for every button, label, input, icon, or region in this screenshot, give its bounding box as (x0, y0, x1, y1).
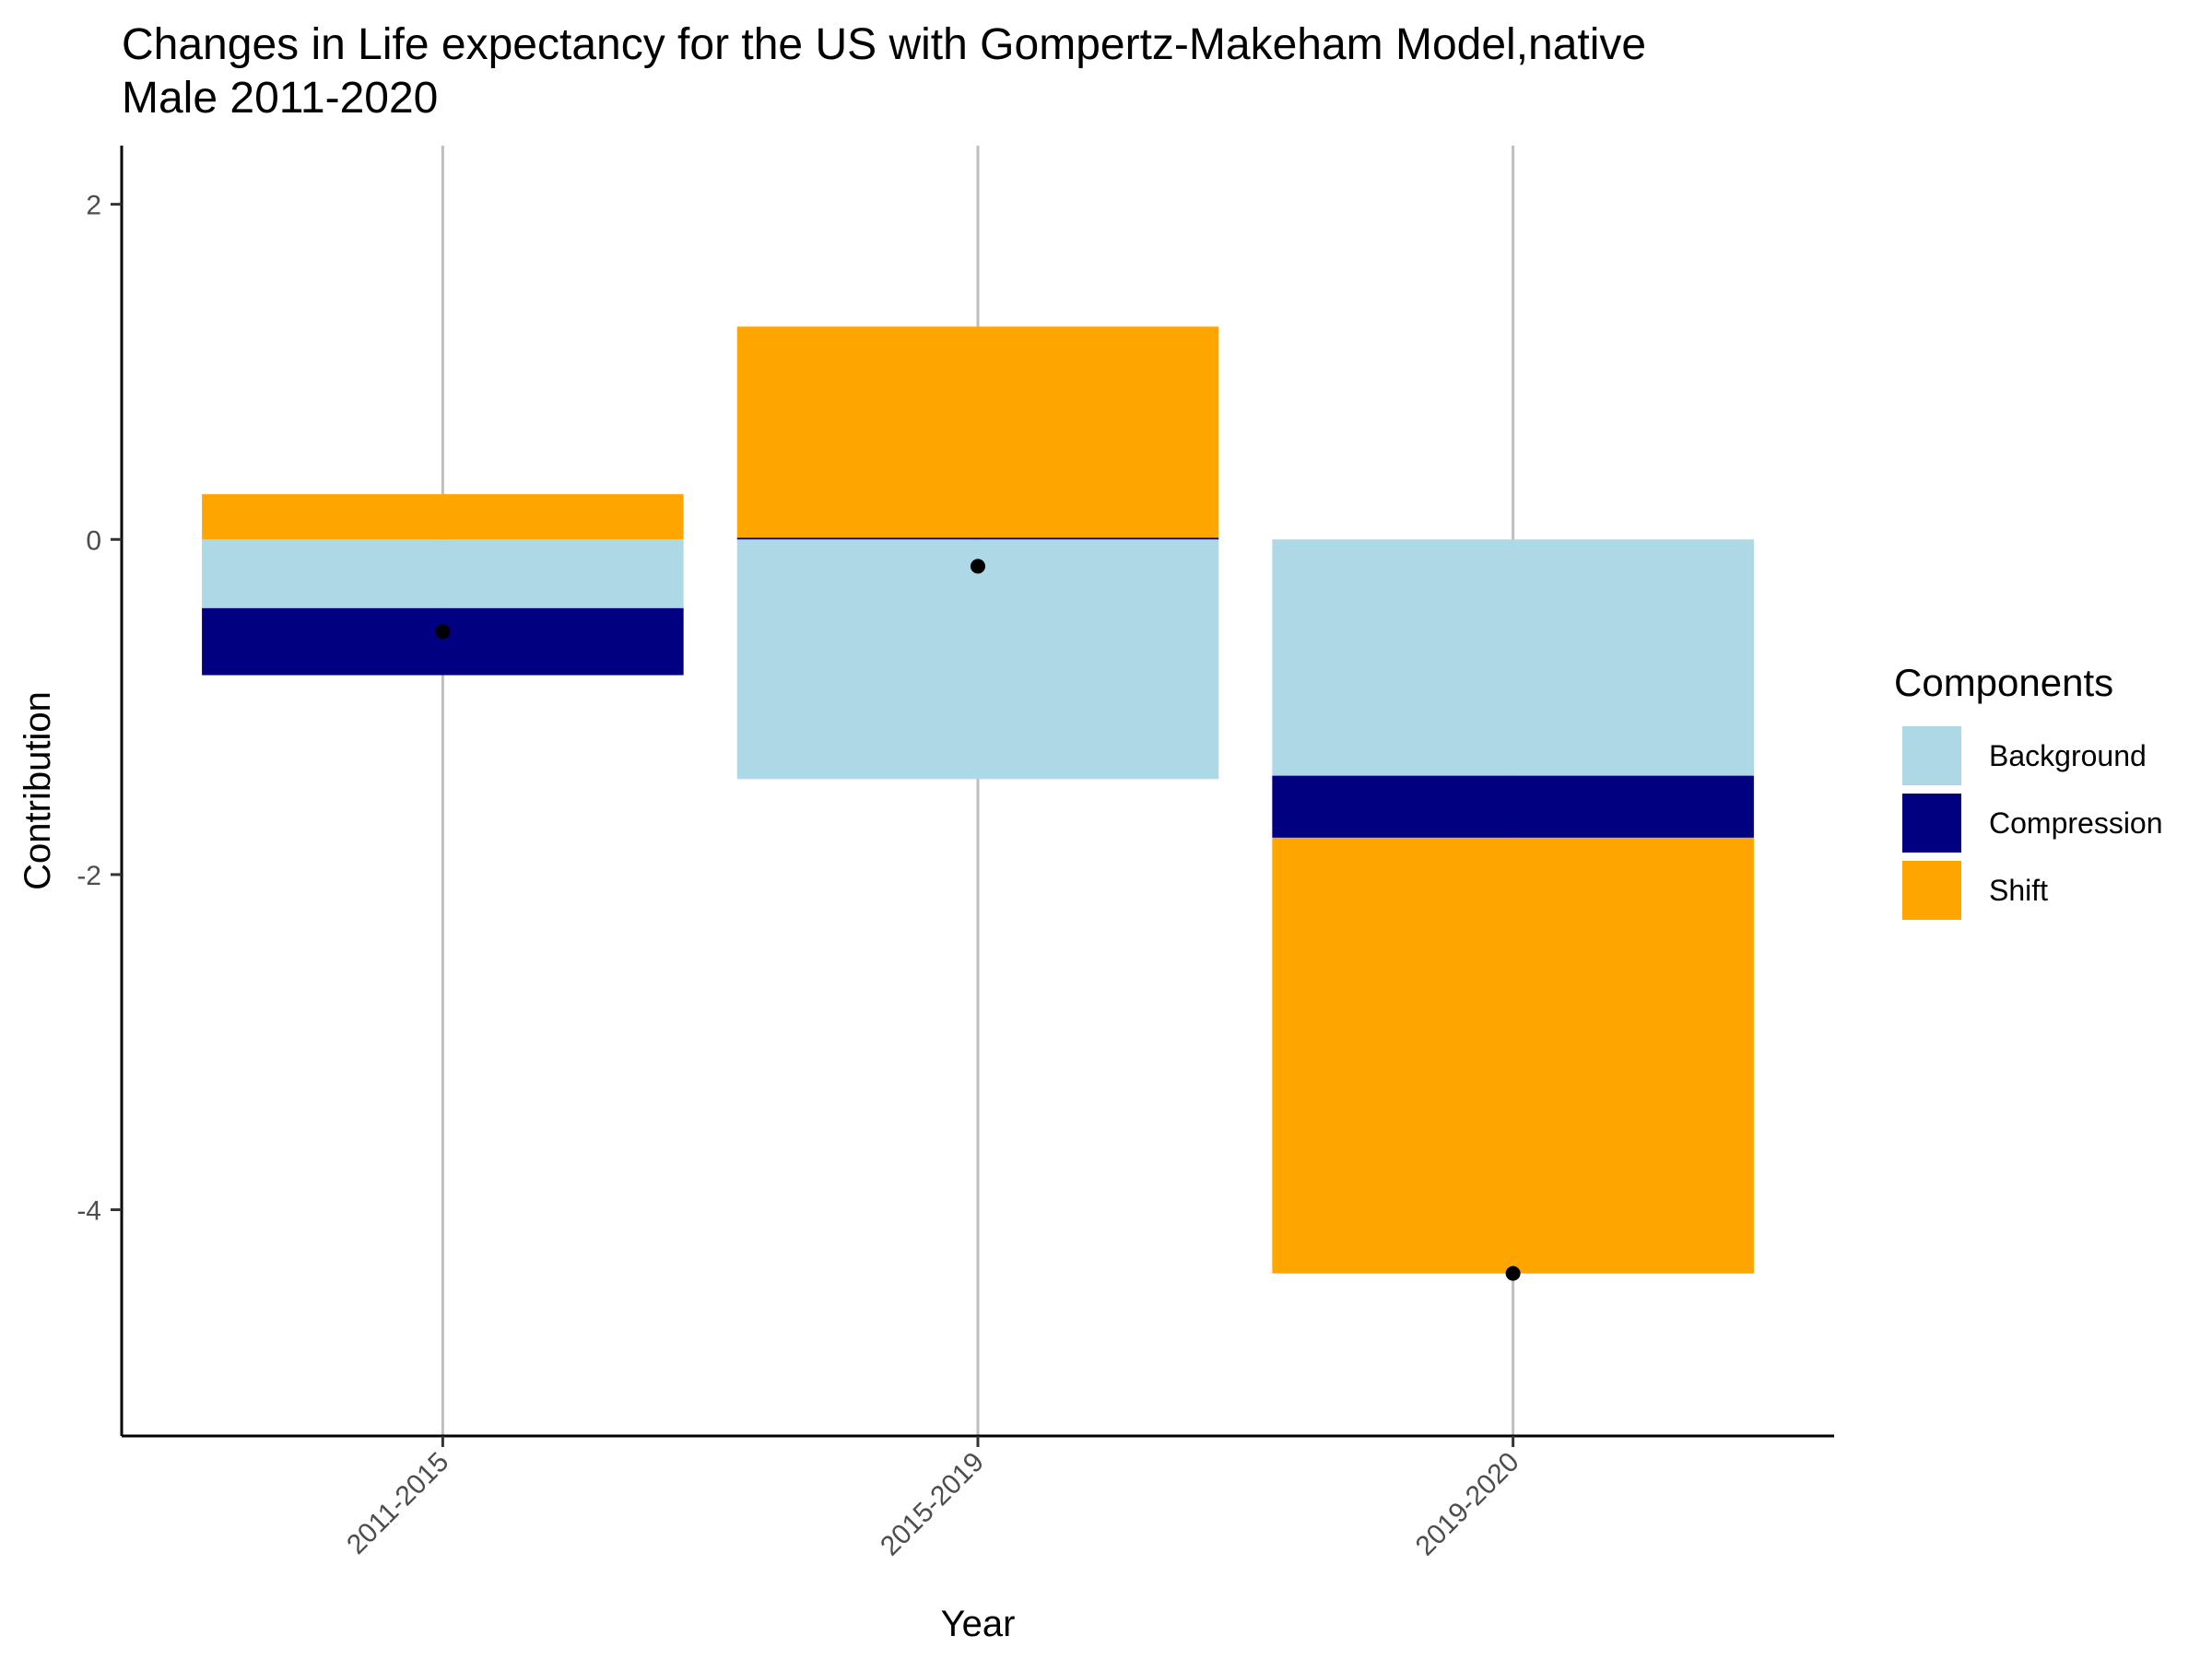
total-points (435, 559, 1521, 1281)
bar-background-2 (736, 539, 1219, 780)
bar-compression-2 (736, 537, 1219, 540)
bar-shift-3 (1272, 837, 1754, 1274)
legend-label-compression: Compression (1989, 806, 2163, 840)
x-axis-ticks: 2011-2015 2015-2019 2019-2020 (341, 1436, 1525, 1562)
x-tick-label: 2015-2019 (875, 1447, 990, 1562)
legend-title: Components (1894, 661, 2113, 704)
x-axis-label: Year (941, 1604, 1016, 1644)
total-point-1 (435, 624, 451, 640)
y-tick-label: -4 (76, 1196, 101, 1227)
x-tick-label: 2019-2020 (1410, 1447, 1525, 1562)
chart-title-line-1: Changes in Life expectancy for the US wi… (122, 20, 1646, 69)
y-tick-label: -2 (76, 861, 101, 891)
legend-label-shift: Shift (1989, 874, 2048, 907)
x-tick-label: 2011-2015 (341, 1447, 454, 1560)
chart-title: Changes in Life expectancy for the US wi… (122, 20, 1646, 123)
legend-key-shift (1902, 861, 1961, 920)
bar-background-1 (202, 539, 684, 608)
y-axis-ticks: -4 -2 0 2 (76, 191, 122, 1227)
y-tick-label: 2 (86, 191, 101, 221)
chart-title-line-2: Male 2011-2020 (122, 74, 438, 123)
bar-compression-1 (202, 607, 684, 676)
bar-background-3 (1272, 539, 1754, 776)
bars (202, 326, 1754, 1274)
y-axis-label: Contribution (18, 691, 58, 890)
total-point-3 (1505, 1265, 1521, 1281)
legend-key-background (1902, 726, 1961, 785)
total-point-2 (971, 559, 985, 574)
legend: Components Background Compression Shift (1894, 661, 2163, 920)
legend-label-background: Background (1989, 739, 2147, 772)
bar-shift-1 (202, 494, 684, 540)
bar-shift-2 (736, 326, 1219, 538)
legend-key-compression (1902, 794, 1961, 853)
bar-compression-3 (1272, 775, 1754, 838)
y-tick-label: 0 (86, 525, 101, 556)
